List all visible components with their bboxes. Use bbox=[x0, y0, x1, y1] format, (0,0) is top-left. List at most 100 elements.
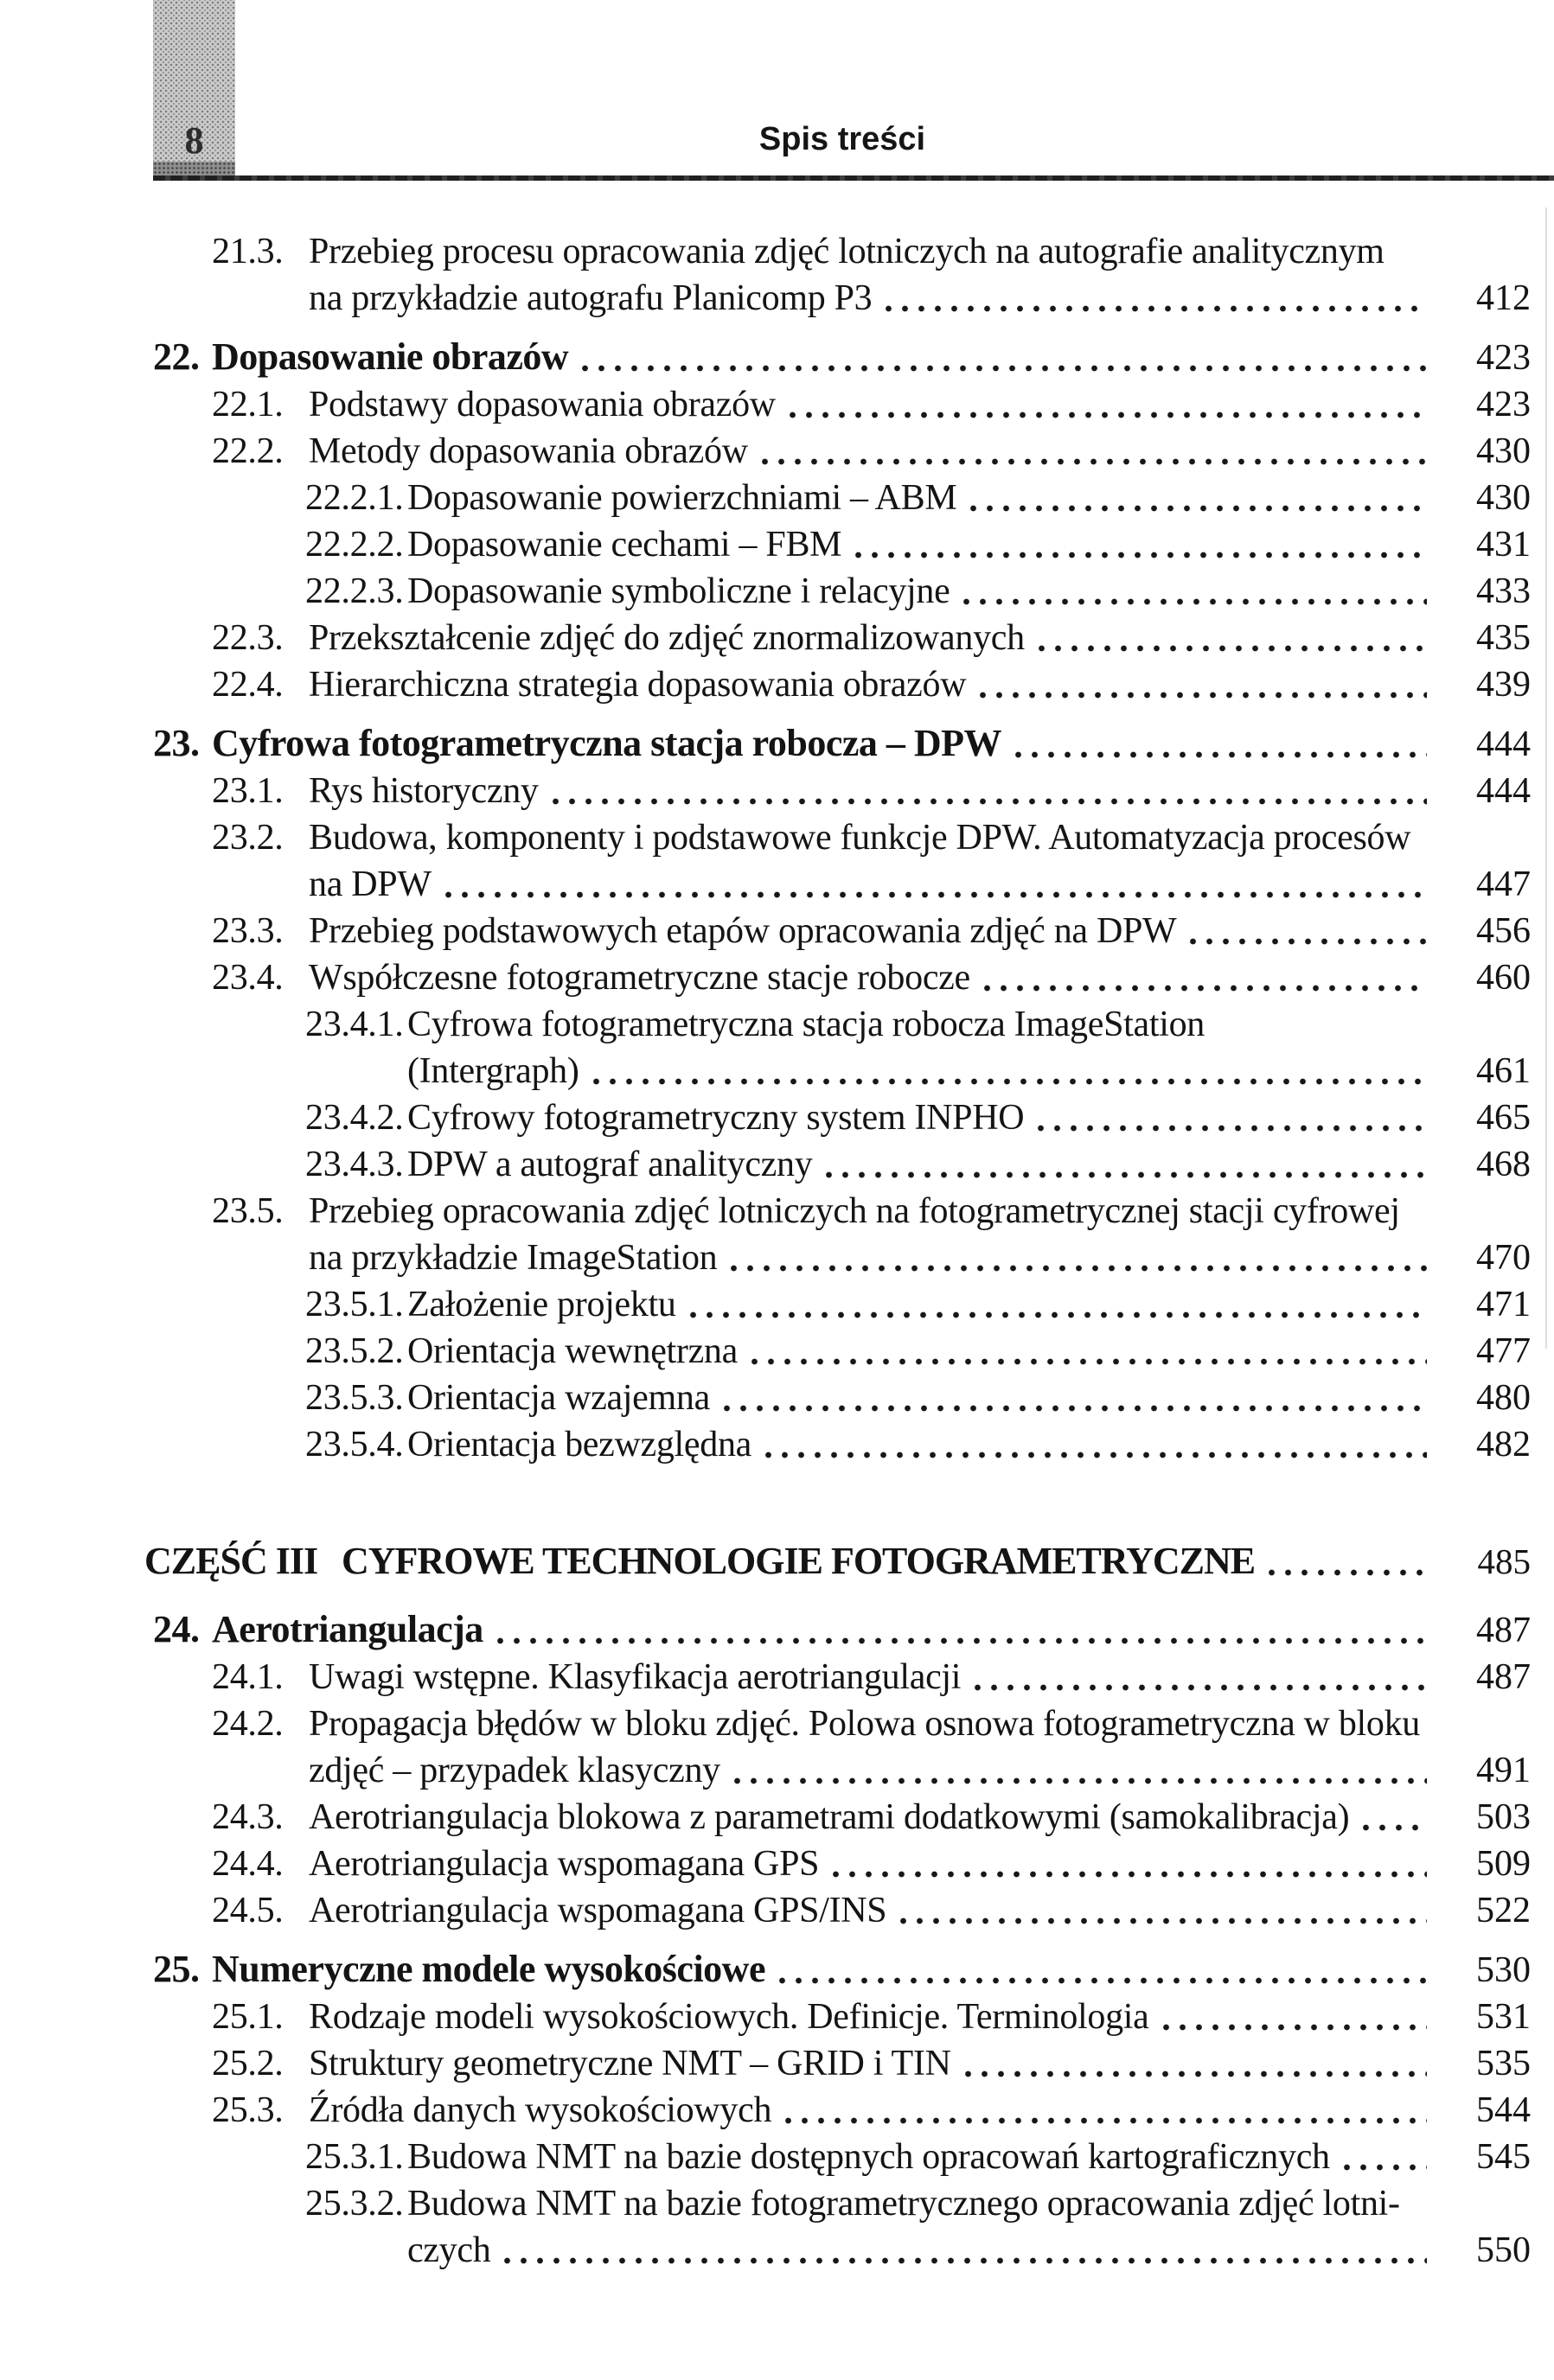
page-ref: 482 bbox=[1476, 1425, 1531, 1464]
entry-number: 21.3. bbox=[212, 232, 284, 271]
dot-leader bbox=[886, 303, 1427, 314]
entry-title: Rys historyczny bbox=[309, 771, 539, 811]
toc-entry: 25.3.2. Budowa NMT na bazie fotogrametryc… bbox=[112, 2180, 1531, 2274]
entry-title: na przykładzie ImageStation bbox=[309, 1238, 718, 1278]
part-title: CYFROWE TECHNOLOGIE FOTOGRAMETRYCZNE bbox=[342, 1540, 1256, 1582]
toc-entry-line: 21.3. Przebieg procesu opracowania zdjęć … bbox=[212, 228, 1531, 275]
toc-entry: 24. Aerotriangulacja 487 bbox=[112, 1606, 1531, 1654]
entry-number: 23.4. bbox=[212, 958, 284, 998]
page-ref: 465 bbox=[1476, 1098, 1531, 1138]
page-ref: 544 bbox=[1476, 2090, 1531, 2130]
page-ref: 430 bbox=[1476, 431, 1531, 471]
entry-title: Metody dopasowania obrazów bbox=[309, 431, 748, 471]
entry-number: 25. bbox=[153, 1948, 200, 1990]
page-ref: 491 bbox=[1476, 1751, 1531, 1790]
dot-leader bbox=[751, 1356, 1427, 1367]
dot-leader bbox=[778, 1975, 1427, 1986]
entry-title: Przebieg opracowania zdjęć lotniczych na… bbox=[309, 1191, 1400, 1231]
toc-entry-line: 24.1. Uwagi wstępne. Klasyfikacja aerotri… bbox=[212, 1654, 1531, 1700]
toc-entry-line: 22.2. Metody dopasowania obrazów 430 bbox=[212, 428, 1531, 475]
scan-edge-artifact bbox=[1545, 207, 1547, 1349]
toc-entry-line: 25.2. Struktury geometryczne NMT – GRID i… bbox=[212, 2040, 1531, 2087]
entry-title: Budowa, komponenty i podstawowe funkcje … bbox=[309, 818, 1411, 858]
toc-entry: 23.2. Budowa, komponenty i podstawowe fun… bbox=[112, 814, 1531, 908]
toc-entry: 23.5.4. Orientacja bezwzględna 482 bbox=[112, 1421, 1531, 1468]
page-ref: 447 bbox=[1476, 865, 1531, 904]
toc-entry-line: 22.4. Hierarchiczna strategia dopasowania… bbox=[212, 661, 1531, 708]
entry-title: Aerotriangulacja wspomagana GPS/INS bbox=[309, 1891, 887, 1930]
toc-entry-line: 23.4. Współczesne fotogrametryczne stacje… bbox=[212, 954, 1531, 1001]
dot-leader bbox=[1363, 1822, 1427, 1833]
toc-entry-line: 23.5.3. Orientacja wzajemna 480 bbox=[305, 1375, 1531, 1421]
dot-leader bbox=[592, 1076, 1427, 1087]
dot-leader bbox=[444, 890, 1427, 900]
page-ref: 480 bbox=[1476, 1378, 1531, 1418]
entry-title: Propagacja błędów w bloku zdjęć. Polowa … bbox=[309, 1704, 1421, 1744]
toc-entry-line: 23.4.2. Cyfrowy fotogrametryczny system I… bbox=[305, 1094, 1531, 1141]
toc-entry-line: 23.4.1. Cyfrowa fotogrametryczna stacja r… bbox=[305, 1001, 1531, 1048]
toc-entry: 25.1. Rodzaje modeli wysokościowych. Defi… bbox=[112, 1994, 1531, 2040]
entry-number: 23.5.4. bbox=[305, 1425, 404, 1464]
page-ref: 545 bbox=[1476, 2137, 1531, 2177]
toc-entry: 22. Dopasowanie obrazów 423 bbox=[112, 334, 1531, 381]
dot-leader bbox=[1015, 750, 1427, 760]
page-ref: 485 bbox=[1477, 1541, 1532, 1581]
dot-leader bbox=[826, 1170, 1427, 1180]
dot-leader bbox=[1343, 2162, 1427, 2173]
entry-title: Cyfrowa fotogrametryczna stacja robocza … bbox=[212, 722, 1002, 764]
dot-leader bbox=[1269, 1567, 1427, 1578]
entry-number: 22.2. bbox=[212, 431, 284, 471]
toc-entry-line: na przykładzie autografu Planicomp P3 412 bbox=[212, 275, 1531, 322]
dot-leader bbox=[970, 503, 1427, 514]
toc-entry-line: 24.5. Aerotriangulacja wspomagana GPS/INS… bbox=[212, 1887, 1531, 1934]
toc-entry: 23. Cyfrowa fotogrametryczna stacja roboc… bbox=[112, 720, 1531, 768]
dot-leader bbox=[689, 1310, 1427, 1320]
dot-leader bbox=[789, 410, 1427, 420]
toc-entry-line: czych 550 bbox=[305, 2227, 1531, 2274]
entry-number: 24.2. bbox=[212, 1704, 284, 1744]
entry-number: 23.4.1. bbox=[305, 1005, 404, 1044]
entry-title: Cyfrowy fotogrametryczny system INPHO bbox=[407, 1098, 1025, 1138]
entry-title: Dopasowanie powierzchniami – ABM bbox=[407, 478, 957, 518]
toc-entry-line: 25.1. Rodzaje modeli wysokościowych. Defi… bbox=[212, 1994, 1531, 2040]
entry-title: Numeryczne modele wysokościowe bbox=[212, 1948, 765, 1990]
toc-entry-line: 22.2.2. Dopasowanie cechami – FBM 431 bbox=[305, 521, 1531, 568]
entry-number: 23.2. bbox=[212, 818, 284, 858]
dot-leader bbox=[983, 983, 1427, 993]
entry-number: 23.5. bbox=[212, 1191, 284, 1231]
toc-entry: 23.5.1. Założenie projektu 471 bbox=[112, 1281, 1531, 1328]
dot-leader bbox=[785, 2115, 1427, 2126]
entry-number: 22.3. bbox=[212, 618, 284, 658]
toc-entry-line: 23. Cyfrowa fotogrametryczna stacja roboc… bbox=[153, 720, 1531, 768]
entry-title: Orientacja bezwzględna bbox=[407, 1425, 751, 1464]
toc-entry: 24.1. Uwagi wstępne. Klasyfikacja aerotri… bbox=[112, 1654, 1531, 1700]
toc-entry-line: 24.3. Aerotriangulacja blokowa z parametr… bbox=[212, 1794, 1531, 1841]
page-number-box: 8 bbox=[153, 0, 235, 175]
toc-entry-line: 25. Numeryczne modele wysokościowe 530 bbox=[153, 1946, 1531, 1994]
toc-entry-line: 25.3.1. Budowa NMT na bazie dostępnych op… bbox=[305, 2134, 1531, 2180]
toc-entry: 23.4.3. DPW a autograf analityczny 468 bbox=[112, 1141, 1531, 1188]
entry-title: Założenie projektu bbox=[407, 1285, 676, 1324]
toc-entry: 25.3. Źródła danych wysokościowych 544 bbox=[112, 2087, 1531, 2134]
page-ref: 444 bbox=[1476, 724, 1531, 764]
dot-leader bbox=[765, 1450, 1427, 1460]
toc-entry-line: 23.5.2. Orientacja wewnętrzna 477 bbox=[305, 1328, 1531, 1375]
entry-title: Dopasowanie symboliczne i relacyjne bbox=[407, 571, 950, 611]
entry-title: (Intergraph) bbox=[407, 1051, 579, 1091]
toc-entry-line: 22.1. Podstawy dopasowania obrazów 423 bbox=[212, 381, 1531, 428]
entry-title: Budowa NMT na bazie dostępnych opracowań… bbox=[407, 2137, 1330, 2177]
dot-leader bbox=[723, 1403, 1427, 1413]
toc-entry: 22.4. Hierarchiczna strategia dopasowania… bbox=[112, 661, 1531, 708]
entry-title: Orientacja wzajemna bbox=[407, 1378, 710, 1418]
toc-entry: 25. Numeryczne modele wysokościowe 530 bbox=[112, 1946, 1531, 1994]
dot-leader bbox=[504, 2256, 1427, 2266]
dot-leader bbox=[980, 690, 1427, 700]
toc-entry-line: 23.1. Rys historyczny 444 bbox=[212, 768, 1531, 814]
page-ref: 412 bbox=[1476, 278, 1531, 318]
toc-list: 21.3. Przebieg procesu opracowania zdjęć … bbox=[112, 181, 1531, 2274]
entry-title: DPW a autograf analityczny bbox=[407, 1145, 813, 1184]
dot-leader bbox=[552, 796, 1427, 807]
toc-entry: 23.5. Przebieg opracowania zdjęć lotniczy… bbox=[112, 1188, 1531, 1281]
page-ref: 468 bbox=[1476, 1145, 1531, 1184]
